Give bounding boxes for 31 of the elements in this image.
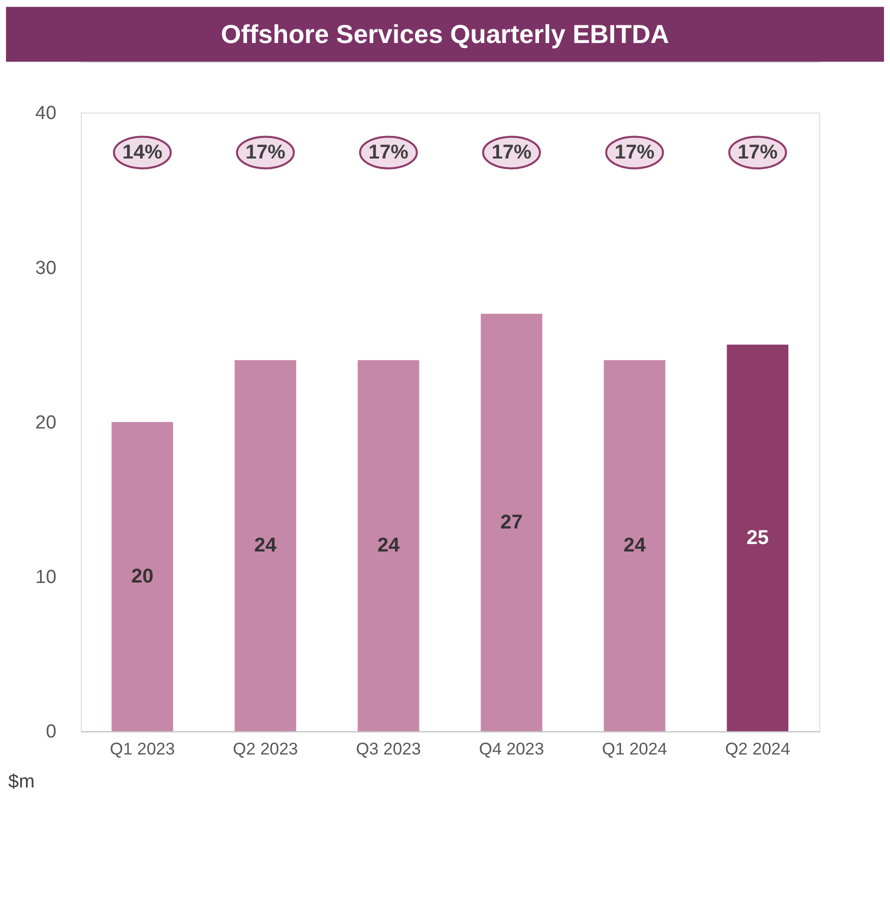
bar	[604, 360, 666, 732]
y-tick-label: 30	[35, 258, 56, 279]
bar	[726, 344, 788, 732]
annotation: 17%	[245, 142, 286, 164]
data-label: 24	[623, 534, 646, 557]
x-tick-label: Q3 2023	[356, 740, 421, 759]
y-tick-label: 0	[46, 722, 56, 743]
data-label: 27	[500, 511, 523, 534]
x-tick-label: Q4 2023	[478, 740, 544, 759]
data-label: 24	[254, 534, 276, 557]
bar	[112, 422, 174, 732]
annotation: 14%	[122, 142, 163, 164]
data-label: 25	[746, 526, 769, 549]
chart-title: Offshore Services Quarterly EBITDA	[220, 20, 670, 49]
bar	[480, 314, 542, 732]
x-tick-label: Q1 2023	[110, 740, 175, 759]
annotation: 17%	[614, 142, 655, 164]
x-tick-label: Q2 2024	[725, 740, 790, 759]
x-tick-label: Q1 2024	[602, 740, 668, 759]
data-label: 24	[377, 534, 400, 557]
annotation: 17%	[368, 142, 409, 164]
bar	[358, 360, 420, 732]
y-tick-label: 40	[35, 103, 56, 124]
data-label: 20	[131, 566, 154, 588]
y-tick-label: 10	[35, 567, 56, 588]
bar	[234, 360, 296, 732]
y-axis-title: $m	[8, 772, 35, 793]
annotation: 17%	[738, 142, 778, 164]
x-tick-label: Q2 2023	[232, 740, 298, 759]
y-tick-label: 20	[35, 412, 56, 434]
annotation: 17%	[492, 142, 532, 164]
